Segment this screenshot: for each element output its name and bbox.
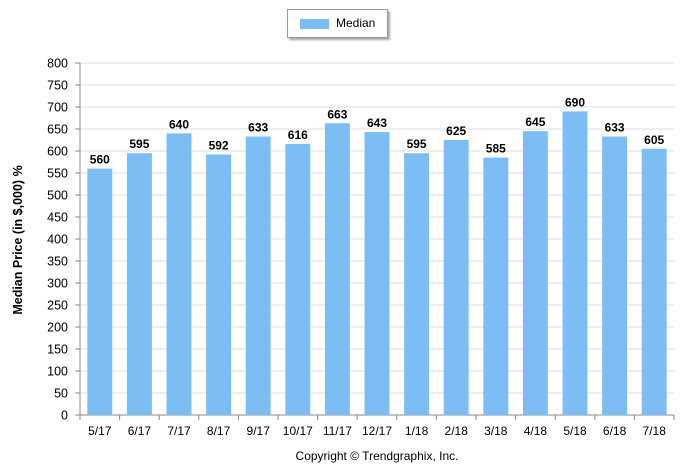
y-tick-label: 800: [47, 57, 68, 71]
y-tick-labels: 0 50 100 150 200 250 300 350 400 450 500 550 600 650 7…: [47, 57, 80, 423]
bar-7-17: [166, 133, 192, 415]
y-tick-label: 150: [47, 343, 68, 357]
x-tick-label: 2/18: [445, 424, 469, 438]
y-tick-label: 50: [54, 387, 68, 401]
x-tick-labels: 5/17 6/17 7/17 8/17 9/17 10/17 11/17 12/17 1/18 2…: [88, 424, 666, 438]
copyright-text: Copyright © Trendgraphix, Inc.: [296, 449, 459, 463]
y-tick-label: 300: [47, 277, 68, 291]
y-tick-label: 650: [47, 123, 68, 137]
data-label: 633: [605, 120, 625, 134]
bar-3-18: [483, 157, 509, 415]
data-label: 595: [407, 137, 427, 151]
bar-2-18: [443, 140, 469, 415]
y-tick-label: 250: [47, 299, 68, 313]
bar-11-17: [324, 123, 350, 415]
data-label: 643: [367, 116, 387, 130]
bar-6-17: [126, 153, 152, 415]
y-tick-label: 550: [47, 167, 68, 181]
data-label: 585: [486, 142, 506, 156]
legend-swatch: [300, 19, 329, 29]
x-tick-label: 6/18: [603, 424, 627, 438]
bar-5-17: [87, 168, 113, 415]
bar-10-17: [285, 143, 311, 415]
bar-1-18: [404, 153, 430, 415]
bars: [87, 111, 667, 416]
x-tick-label: 3/18: [484, 424, 508, 438]
bar-9-17: [245, 136, 271, 416]
data-label: 640: [169, 117, 189, 131]
y-tick-label: 500: [47, 189, 68, 203]
legend: Median: [287, 9, 388, 38]
x-tick-label: 12/17: [362, 424, 392, 438]
x-tick-label: 5/18: [563, 424, 587, 438]
data-label: 690: [565, 95, 585, 109]
x-tick-label: 7/17: [167, 424, 191, 438]
y-tick-label: 0: [61, 409, 68, 423]
y-tick-label: 200: [47, 321, 68, 335]
bar-12-17: [364, 132, 390, 415]
x-tick-label: 11/17: [323, 424, 352, 438]
bar-6-18: [602, 136, 628, 416]
y-tick-label: 350: [47, 255, 68, 269]
data-label: 645: [525, 115, 545, 129]
x-tick-label: 4/18: [524, 424, 548, 438]
x-tick-label: 6/17: [128, 424, 152, 438]
data-labels: 560 595 640 592 633 616 663 643 595 625 585 645 690 6…: [90, 95, 665, 166]
y-tick-label: 750: [47, 79, 68, 93]
data-label: 633: [248, 120, 268, 134]
x-tick-label: 1/18: [405, 424, 429, 438]
y-tick-label: 600: [47, 145, 68, 159]
data-label: 560: [90, 153, 110, 167]
bar-8-17: [206, 154, 232, 415]
data-label: 592: [209, 139, 229, 153]
x-tick-label: 9/17: [247, 424, 271, 438]
y-tick-label: 700: [47, 101, 68, 115]
data-label: 605: [644, 133, 664, 147]
x-tick-label: 7/18: [643, 424, 667, 438]
x-tick-label: 10/17: [283, 424, 313, 438]
bar-4-18: [522, 131, 548, 415]
y-axis-label: Median Price (in $,000) %: [11, 165, 25, 314]
bar-5-18: [562, 111, 588, 416]
bar-7-18: [641, 148, 667, 416]
x-tick-label: 5/17: [88, 424, 112, 438]
data-label: 625: [446, 124, 466, 138]
data-label: 663: [327, 107, 347, 121]
y-tick-label: 400: [47, 233, 68, 247]
y-tick-label: 100: [47, 365, 68, 379]
legend-label-median: Median: [336, 16, 376, 30]
data-label: 595: [129, 137, 149, 151]
y-tick-label: 450: [47, 211, 68, 225]
x-tick-label: 8/17: [207, 424, 231, 438]
data-label: 616: [288, 128, 308, 142]
